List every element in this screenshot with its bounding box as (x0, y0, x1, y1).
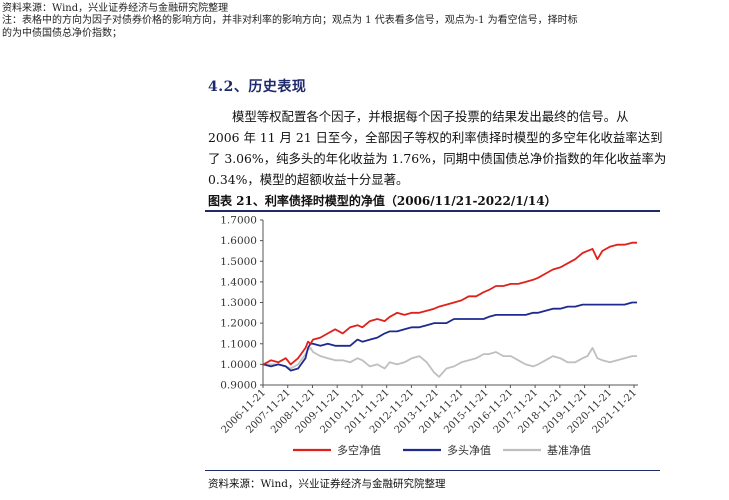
paragraph-line-3: 了 3.06%，纯多头的年化收益为 1.76%，同期中债国债总净价指数的年化收益… (208, 151, 667, 166)
series-line-1 (263, 241, 637, 366)
series-line-3 (263, 346, 637, 378)
nav-line-chart: 0.9000 1.0000 1.1000 1.2000 1.3000 1.4000 1.50… (220, 215, 640, 458)
paragraph-line-1: 模型等权配置各个因子，并根据每个因子投票的结果发出最终的信号。从 (232, 109, 629, 124)
y-axis: 0.9000 1.0000 1.1000 1.2000 1.3000 1.4000 1.50… (220, 215, 264, 392)
figure-top-rule (205, 210, 660, 212)
header-note-line1: 注：表格中的方向为因子对债券价格的影响方向，并非对利率的影响方向；观点为 1 代… (2, 15, 578, 26)
y-tick-label: 1.2000 (220, 318, 257, 330)
figure-source: 资料来源：Wind，兴业证券经济与金融研究院整理 (208, 478, 446, 490)
y-tick-label: 1.5000 (220, 256, 257, 268)
figure-bottom-rule (205, 470, 660, 471)
y-tick-label: 1.6000 (220, 235, 257, 247)
legend: 多空净值 多头净值 基准净值 (293, 443, 591, 457)
legend-label: 基准净值 (547, 443, 591, 457)
figure-title: 图表 21、利率债择时模型的净值（2006/11/21-2022/1/14） (208, 194, 557, 208)
legend-label: 多空净值 (337, 443, 381, 457)
y-tick-label: 0.9000 (220, 380, 257, 392)
series-line-2 (263, 301, 637, 372)
y-tick-label: 1.4000 (220, 276, 257, 288)
paragraph-line-4: 0.34%，模型的超额收益十分显著。 (208, 172, 409, 187)
y-tick-label: 1.3000 (220, 297, 257, 309)
x-axis: 2006-11-212007-11-212008-11-212009-11-21… (220, 384, 639, 436)
y-tick-label: 1.7000 (220, 215, 257, 227)
y-tick-label: 1.0000 (220, 359, 257, 371)
header-note-line2: 的为中债国债总净价指数； (2, 28, 122, 39)
legend-label: 多头净值 (447, 443, 491, 457)
paragraph-line-2: 2006 年 11 月 21 日至今，全部因子等权的利率债择时模型的多空年化收益… (208, 130, 663, 145)
header-source-note: 资料来源：Wind，兴业证券经济与金融研究院整理 (2, 3, 229, 14)
section-title: 4.2、历史表现 (208, 79, 307, 95)
y-tick-label: 1.1000 (220, 338, 257, 350)
series-layer (263, 241, 637, 378)
